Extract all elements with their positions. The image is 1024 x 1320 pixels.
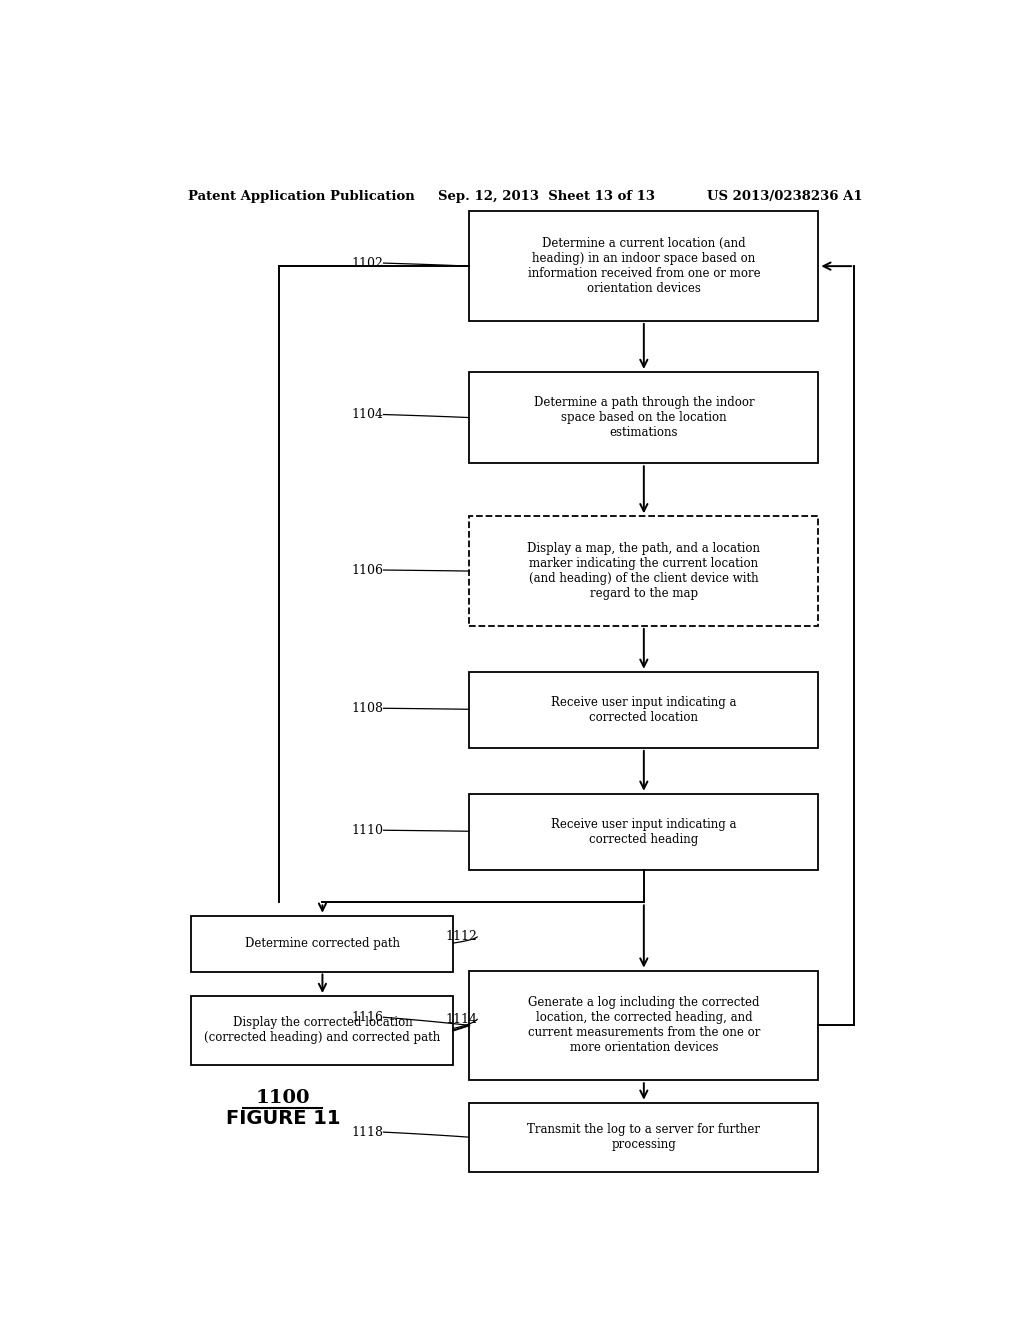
Text: Receive user input indicating a
corrected heading: Receive user input indicating a correcte… [551, 818, 736, 846]
Text: Receive user input indicating a
corrected location: Receive user input indicating a correcte… [551, 696, 736, 723]
Text: Determine a current location (and
heading) in an indoor space based on
informati: Determine a current location (and headin… [527, 238, 760, 296]
Text: 1118: 1118 [351, 1126, 384, 1139]
Bar [469, 372, 818, 463]
Bar [469, 970, 818, 1080]
Text: 1112: 1112 [445, 931, 477, 944]
Text: Determine a path through the indoor
space based on the location
estimations: Determine a path through the indoor spac… [534, 396, 754, 440]
Text: Patent Application Publication: Patent Application Publication [187, 190, 415, 202]
Text: Sep. 12, 2013  Sheet 13 of 13: Sep. 12, 2013 Sheet 13 of 13 [437, 190, 654, 202]
Bar [469, 793, 818, 870]
Text: 1100: 1100 [256, 1089, 310, 1106]
Text: 1104: 1104 [351, 408, 384, 421]
Text: US 2013/0238236 A1: US 2013/0238236 A1 [708, 190, 863, 202]
Bar [191, 916, 454, 972]
Text: 1110: 1110 [351, 824, 384, 837]
Text: Display a map, the path, and a location
marker indicating the current location
(: Display a map, the path, and a location … [527, 543, 761, 601]
Bar [469, 1102, 818, 1172]
Text: Display the corrected location
(corrected heading) and corrected path: Display the corrected location (correcte… [205, 1016, 440, 1044]
Bar [469, 672, 818, 748]
Text: FIGURE 11: FIGURE 11 [225, 1109, 340, 1129]
Bar [469, 211, 818, 321]
Text: 1114: 1114 [445, 1012, 477, 1026]
Text: 1102: 1102 [351, 256, 384, 269]
Text: 1106: 1106 [351, 564, 384, 577]
Text: 1108: 1108 [351, 702, 384, 714]
Text: 1116: 1116 [351, 1011, 384, 1024]
Text: Determine corrected path: Determine corrected path [245, 937, 400, 950]
Text: Generate a log including the corrected
location, the corrected heading, and
curr: Generate a log including the corrected l… [527, 997, 760, 1055]
Bar [191, 995, 454, 1065]
Bar [469, 516, 818, 626]
Text: Transmit the log to a server for further
processing: Transmit the log to a server for further… [527, 1123, 761, 1151]
